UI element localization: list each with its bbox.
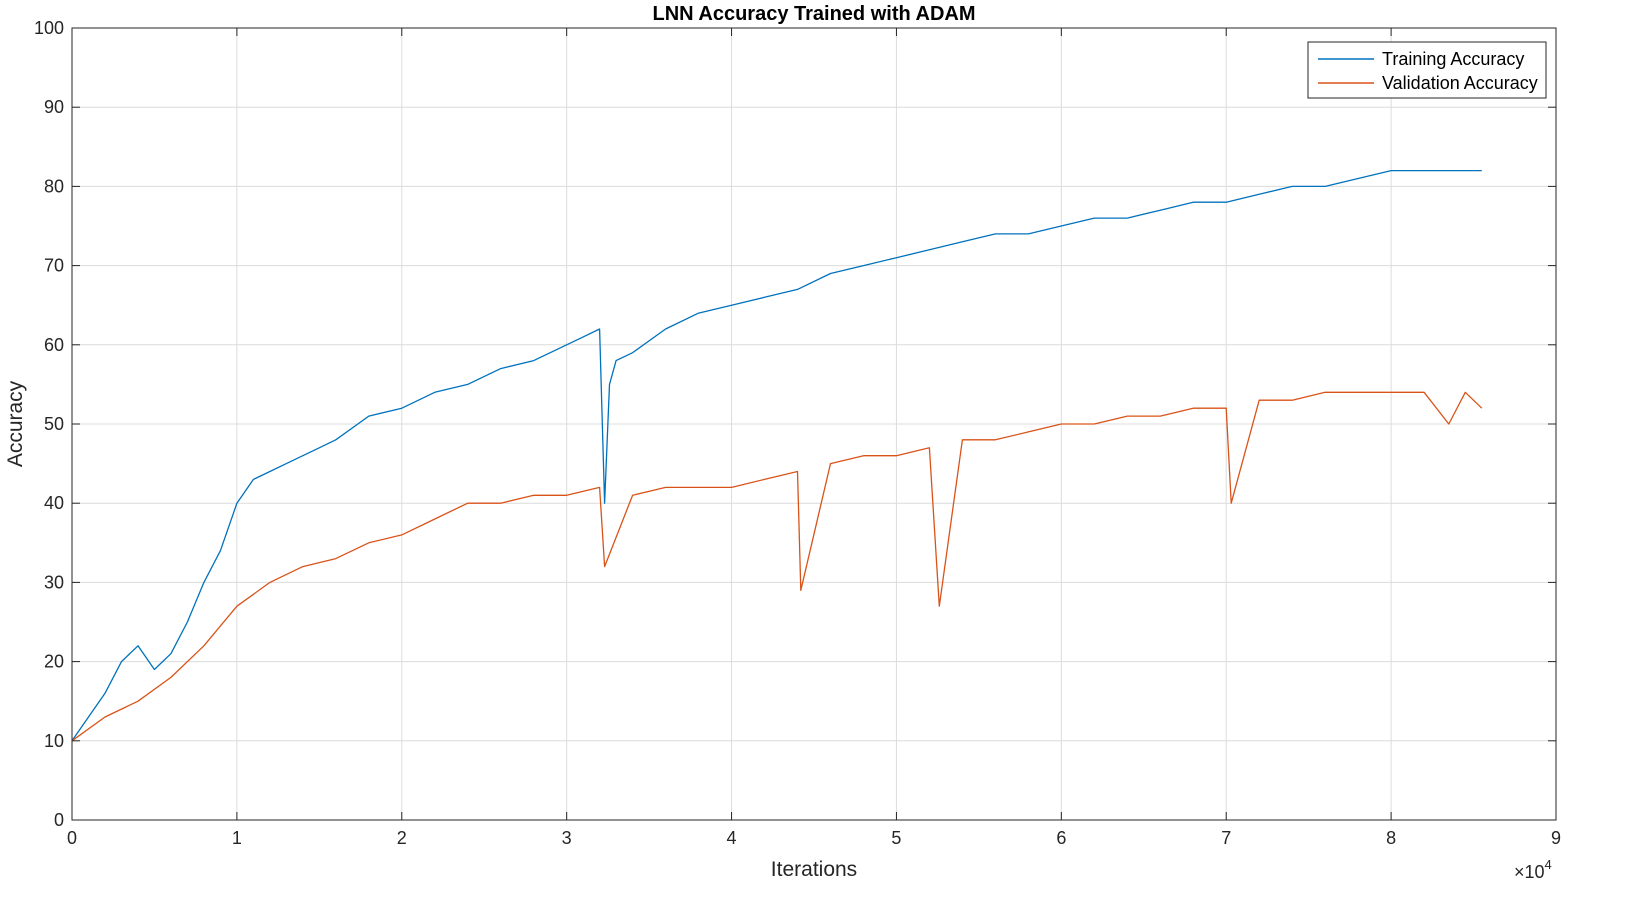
y-tick-label: 20 bbox=[44, 652, 64, 672]
y-tick-label: 40 bbox=[44, 493, 64, 513]
y-tick-label: 0 bbox=[54, 810, 64, 830]
x-tick-label: 9 bbox=[1551, 828, 1561, 848]
y-axis-label: Accuracy bbox=[4, 380, 27, 467]
legend-label-training: Training Accuracy bbox=[1382, 49, 1524, 69]
legend-box bbox=[1307, 41, 1547, 99]
series-line-validation bbox=[71, 391, 1483, 742]
x-tick-label: 1 bbox=[232, 828, 242, 848]
x-tick-label: 0 bbox=[67, 828, 77, 848]
x-tick-label: 2 bbox=[397, 828, 407, 848]
y-tick-label: 60 bbox=[44, 335, 64, 355]
y-tick-label: 10 bbox=[44, 731, 64, 751]
y-tick-label: 70 bbox=[44, 256, 64, 276]
x-tick-label: 7 bbox=[1221, 828, 1231, 848]
y-tick-label: 80 bbox=[44, 176, 64, 196]
x-tick-label: 4 bbox=[727, 828, 737, 848]
x-tick-label: 8 bbox=[1386, 828, 1396, 848]
x-axis-exponent-power: 4 bbox=[1545, 857, 1552, 872]
series-layer bbox=[71, 169, 1483, 742]
x-axis-exponent: ×104 bbox=[1514, 857, 1552, 882]
x-axis-label: Iterations bbox=[771, 858, 857, 881]
legend-label-validation: Validation Accuracy bbox=[1382, 73, 1538, 93]
legend: Training Accuracy Validation Accuracy bbox=[1307, 41, 1547, 99]
series-line-training bbox=[71, 169, 1482, 742]
y-tick-label: 30 bbox=[44, 572, 64, 592]
chart-title: LNN Accuracy Trained with ADAM bbox=[652, 3, 975, 25]
x-axis-exponent-base: ×10 bbox=[1514, 862, 1545, 882]
x-tick-label: 3 bbox=[562, 828, 572, 848]
x-tick-label: 5 bbox=[891, 828, 901, 848]
y-tick-label: 50 bbox=[44, 414, 64, 434]
y-tick-label: 100 bbox=[34, 18, 64, 38]
y-tick-label: 90 bbox=[44, 97, 64, 117]
x-tick-label: 6 bbox=[1056, 828, 1066, 848]
